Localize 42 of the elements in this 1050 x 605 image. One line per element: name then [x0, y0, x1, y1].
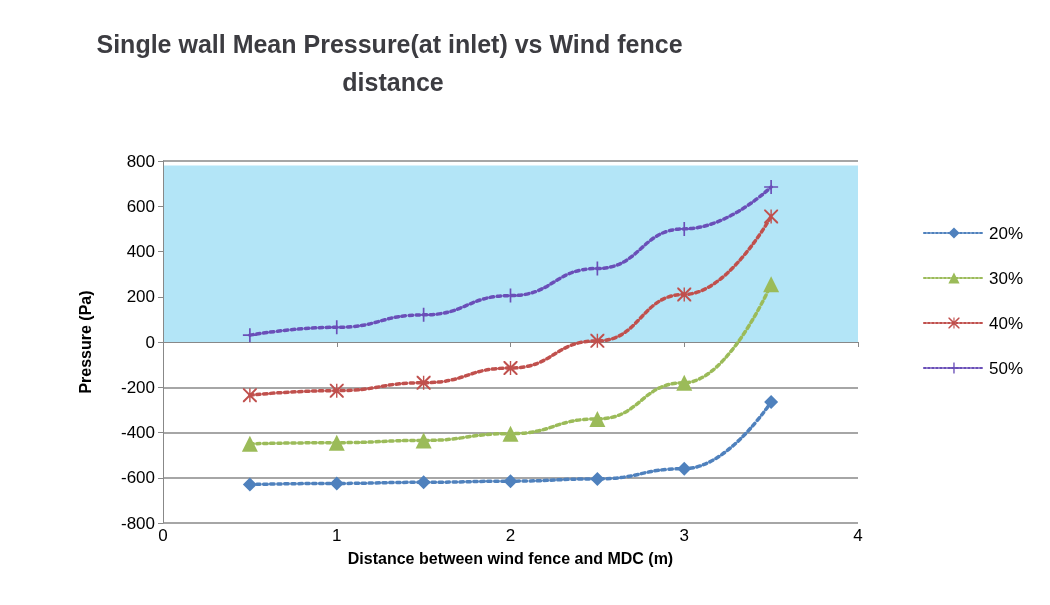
- point: [415, 432, 432, 449]
- legend-label: 30%: [988, 268, 1024, 288]
- y-tick-label: -200: [120, 377, 155, 397]
- point: [241, 435, 258, 452]
- point: [589, 410, 606, 427]
- chart-title: Single wall Mean Pressure(at inlet) vs Wind fence distance: [96, 30, 690, 96]
- y-tick-label: 400: [126, 242, 155, 261]
- point: [416, 475, 431, 490]
- x-tick-label: 1: [332, 526, 342, 545]
- point: [764, 394, 779, 409]
- y-tick-label: 600: [126, 196, 155, 216]
- point: [503, 474, 518, 489]
- x-tick-label: 0: [158, 526, 168, 545]
- x-tick-label: 4: [853, 526, 863, 545]
- x-tick-label: 3: [679, 526, 689, 545]
- point: [502, 425, 519, 442]
- y-tick-label: 200: [126, 287, 155, 307]
- y-tick-label: 0: [145, 332, 155, 352]
- point: [242, 477, 257, 492]
- legend-label: 20%: [988, 223, 1024, 243]
- point: [763, 276, 780, 293]
- point: [677, 287, 692, 302]
- point: [329, 476, 344, 491]
- y-tick-label: -600: [120, 468, 155, 488]
- point: [328, 434, 345, 451]
- point: [416, 375, 431, 390]
- legend-label: 40%: [988, 313, 1024, 333]
- point: [329, 383, 344, 398]
- y-tick-label: -400: [120, 423, 155, 442]
- legend-label: 50%: [988, 358, 1024, 378]
- point: [590, 471, 605, 486]
- point: [764, 209, 779, 224]
- y-tick-label: 800: [126, 151, 155, 171]
- y-axis-title: Pressure (Pa): [76, 290, 94, 394]
- x-axis-title: Distance between wind fence and MDC (m): [347, 550, 674, 568]
- x-tick-label: 2: [505, 526, 516, 545]
- point: [677, 461, 692, 476]
- point: [764, 180, 779, 195]
- point: [676, 374, 693, 391]
- point: [242, 328, 257, 343]
- y-tick-label: -800: [120, 513, 155, 533]
- point: [242, 388, 257, 403]
